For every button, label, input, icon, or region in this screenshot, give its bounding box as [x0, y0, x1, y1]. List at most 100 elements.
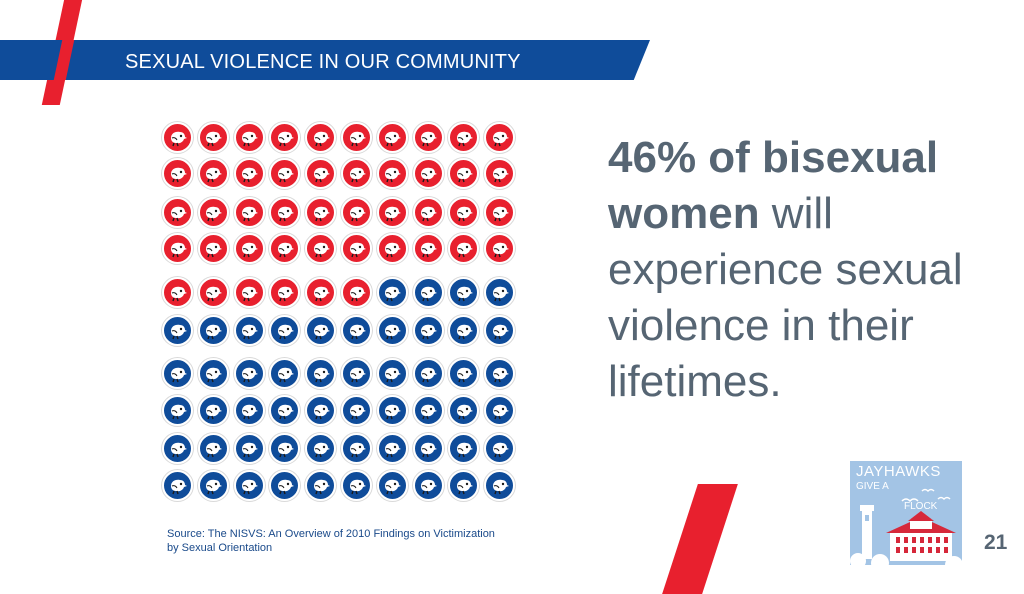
person-icon — [448, 470, 480, 501]
highlighted-person-icon — [162, 158, 193, 189]
highlighted-person-icon — [305, 233, 337, 264]
jayhawks-give-a-flock-logo: JAYHAWKS GIVE A FLOCK — [850, 461, 962, 573]
highlighted-person-icon — [162, 197, 193, 228]
campus-building-illustration — [850, 488, 962, 573]
jayhawk-icon — [421, 286, 438, 301]
highlighted-person-icon — [484, 197, 516, 228]
jayhawk-icon — [206, 404, 223, 419]
jayhawk-icon — [385, 404, 402, 419]
person-icon — [269, 395, 301, 426]
person-icon — [412, 395, 444, 426]
person-icon — [341, 433, 372, 464]
highlighted-person-icon — [412, 197, 444, 228]
person-icon — [197, 358, 229, 389]
person-icon — [412, 433, 444, 464]
jayhawk-icon — [242, 286, 259, 301]
jayhawk-icon — [456, 286, 473, 301]
jayhawk-icon — [206, 242, 223, 257]
jayhawk-icon — [277, 324, 294, 339]
person-icon — [233, 358, 265, 389]
jayhawk-icon — [170, 206, 187, 221]
jayhawk-icon — [206, 367, 223, 382]
jayhawk-icon — [349, 367, 366, 382]
person-icon — [269, 433, 301, 464]
highlighted-person-icon — [233, 277, 265, 308]
jayhawk-icon — [349, 286, 366, 301]
highlighted-person-icon — [269, 277, 301, 308]
jayhawk-icon — [170, 242, 187, 257]
jayhawk-icon — [421, 131, 438, 146]
person-icon — [341, 395, 372, 426]
jayhawk-icon — [492, 367, 509, 382]
jayhawk-icon — [277, 404, 294, 419]
jayhawk-icon — [349, 242, 366, 257]
person-icon — [233, 395, 265, 426]
pictogram-grid — [160, 120, 520, 510]
person-icon — [376, 470, 408, 501]
person-icon — [448, 433, 480, 464]
statistic-statement: 46% of bisexual women will experience se… — [608, 130, 1008, 410]
highlighted-person-icon — [197, 233, 229, 264]
jayhawk-icon — [456, 206, 473, 221]
person-icon — [233, 470, 265, 501]
slide-title: SEXUAL VIOLENCE IN OUR COMMUNITY — [125, 51, 521, 73]
highlighted-person-icon — [448, 158, 480, 189]
person-icon — [376, 277, 408, 308]
person-icon — [197, 470, 229, 501]
highlighted-person-icon — [197, 158, 229, 189]
person-icon — [305, 395, 337, 426]
highlighted-person-icon — [341, 277, 372, 308]
jayhawk-icon — [170, 324, 187, 339]
highlighted-person-icon — [376, 233, 408, 264]
highlighted-person-icon — [269, 197, 301, 228]
jayhawk-icon — [421, 167, 438, 182]
jayhawk-icon — [313, 442, 330, 457]
person-icon — [269, 358, 301, 389]
jayhawk-icon — [277, 479, 294, 494]
jayhawk-icon — [206, 324, 223, 339]
jayhawk-icon — [206, 286, 223, 301]
jayhawk-icon — [385, 324, 402, 339]
highlighted-person-icon — [412, 158, 444, 189]
person-icon — [484, 277, 516, 308]
person-icon — [197, 395, 229, 426]
person-icon — [162, 395, 193, 426]
jayhawk-icon — [170, 131, 187, 146]
person-icon — [412, 277, 444, 308]
person-icon — [412, 358, 444, 389]
highlighted-person-icon — [269, 122, 301, 153]
highlighted-person-icon — [162, 233, 193, 264]
jayhawk-icon — [385, 131, 402, 146]
highlighted-person-icon — [269, 233, 301, 264]
person-icon — [376, 395, 408, 426]
highlighted-person-icon — [412, 233, 444, 264]
person-icon — [448, 395, 480, 426]
highlighted-person-icon — [305, 122, 337, 153]
person-icon — [412, 470, 444, 501]
person-icon — [269, 315, 301, 346]
person-icon — [305, 315, 337, 346]
jayhawk-icon — [385, 242, 402, 257]
highlighted-person-icon — [341, 197, 372, 228]
person-icon — [197, 315, 229, 346]
jayhawk-icon — [242, 131, 259, 146]
jayhawk-icon — [349, 442, 366, 457]
jayhawk-icon — [492, 206, 509, 221]
highlighted-person-icon — [484, 233, 516, 264]
jayhawk-icon — [242, 367, 259, 382]
highlighted-person-icon — [341, 122, 372, 153]
person-icon — [305, 433, 337, 464]
jayhawk-icon — [313, 286, 330, 301]
person-icon — [233, 433, 265, 464]
highlighted-person-icon — [484, 158, 516, 189]
jayhawk-icon — [456, 242, 473, 257]
person-icon — [484, 470, 516, 501]
highlighted-person-icon — [197, 122, 229, 153]
jayhawk-icon — [349, 131, 366, 146]
jayhawk-icon — [492, 167, 509, 182]
jayhawk-icon — [421, 367, 438, 382]
jayhawk-icon — [385, 167, 402, 182]
person-icon — [448, 277, 480, 308]
statistic-highlight: 46% of bisexual women — [608, 133, 939, 238]
jayhawk-icon — [277, 442, 294, 457]
